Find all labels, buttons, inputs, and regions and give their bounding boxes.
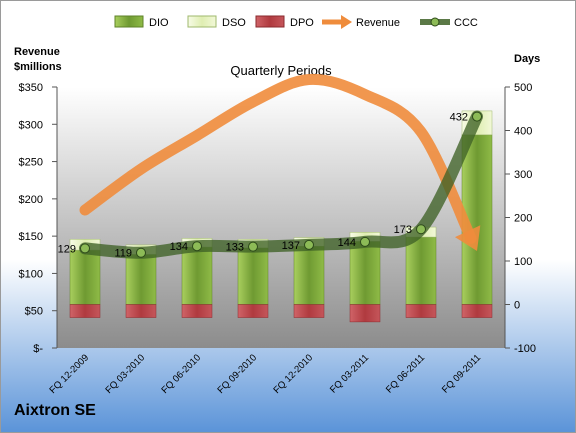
bar-dpo [69,304,101,318]
right-tick-label: 500 [514,82,532,94]
legend: DIO DSO DPO Revenue CCC [114,15,478,29]
ccc-point [192,241,202,252]
bar-dio [349,241,381,305]
right-tick-label: 400 [514,126,532,138]
ccc-point [136,247,146,258]
bar-dpo [125,304,157,318]
left-tick-label: $350 [19,82,43,94]
ccc-data-label: 137 [282,240,300,252]
bar-dio [181,246,213,305]
ccc-data-label: 144 [338,237,356,249]
ccc-data-label: 134 [170,241,188,253]
legend-swatch-dio [114,15,144,28]
legend-label: Revenue [356,17,400,29]
ccc-series: 129 119 134 133 137 144 173 432 [58,110,483,260]
bar-dio [293,245,325,305]
ccc-data-label: 133 [226,242,244,254]
legend-swatch-ccc-marker [430,17,440,27]
ccc-point [304,239,314,250]
ccc-point [416,224,426,235]
right-tick-label: -100 [514,343,536,355]
left-tick-label: $50 [25,306,43,318]
left-tick-label: $150 [19,231,43,243]
right-axis: -100 0 100 200 300 400 500 [504,82,536,355]
legend-label: CCC [454,17,478,29]
left-tick-label: $- [33,343,43,355]
bar-dpo [405,304,437,318]
bar-dpo [461,304,493,318]
right-axis-label: Days [514,53,540,65]
ccc-point [360,236,370,247]
bar-dio [405,236,437,305]
ccc-point [248,241,258,252]
bar-dpo [181,304,213,318]
bar-dio [69,249,101,305]
revenue-line [79,73,477,244]
left-axis-label-line-2: $millions [14,61,62,73]
bar-dpo [349,304,381,323]
revenue-series [79,73,481,252]
legend-label: DIO [149,17,169,29]
bar-dio [125,254,157,305]
bar-dio [237,247,269,305]
legend-swatch-dso [187,15,217,28]
left-tick-label: $100 [19,268,43,280]
ccc-data-label: 129 [58,243,76,255]
right-tick-label: 100 [514,256,532,268]
ccc-point [472,111,482,122]
ccc-point [80,243,90,254]
plot-area [57,87,505,348]
left-tick-label: $250 [19,157,43,169]
ccc-data-label: 173 [394,224,412,236]
left-axis-label-line-1: Revenue [14,46,60,58]
left-tick-label: $200 [19,194,43,206]
legend-label: DPO [290,17,314,29]
legend-label: DSO [222,17,246,29]
ccc-data-label: 432 [450,112,468,124]
left-tick-label: $300 [19,119,43,131]
right-tick-label: 0 [514,300,520,312]
company-name: Aixtron SE [14,402,96,419]
right-tick-label: 200 [514,213,532,225]
left-axis: $- $50 $100 $150 $200 $250 $300 $350 [19,82,58,355]
legend-swatch-revenue-head [341,15,352,29]
revenue-arrowhead [454,225,481,252]
right-tick-label: 300 [514,169,532,181]
legend-swatch-dpo [255,15,285,28]
bar-dpo [237,304,269,318]
ccc-data-label: 119 [114,248,132,260]
bar-dpo [293,304,325,318]
